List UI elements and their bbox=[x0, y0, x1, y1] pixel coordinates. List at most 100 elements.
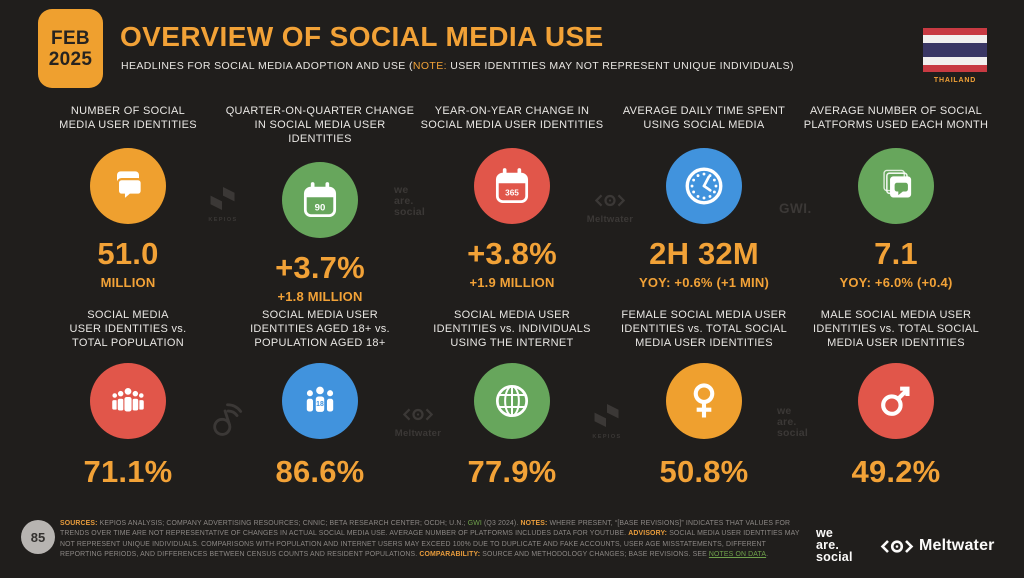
date-badge: FEB 2025 bbox=[38, 9, 103, 88]
kepios-wordmark: KEPIOS bbox=[208, 217, 238, 223]
stat-label: FEMALE SOCIAL MEDIA USER IDENTITIES vs. … bbox=[621, 308, 787, 350]
stat-value: 71.1% bbox=[83, 454, 173, 489]
female-symbol-icon bbox=[666, 363, 742, 439]
stat-label-line: IDENTITIES vs. TOTAL SOCIAL bbox=[812, 323, 979, 335]
stat-value: 49.2% bbox=[851, 454, 941, 489]
stat-card-vs-internet-users: SOCIAL MEDIA USER IDENTITIES vs. INDIVID… bbox=[416, 308, 608, 490]
stat-label-line: IDENTITIES AGED 18+ vs. bbox=[250, 323, 390, 335]
wordmark-line: social bbox=[777, 427, 808, 439]
stat-label-line: MALE SOCIAL MEDIA USER bbox=[820, 309, 972, 321]
stat-card-vs-population: SOCIAL MEDIA USER IDENTITIES vs. TOTAL P… bbox=[32, 308, 224, 490]
stat-label: AVERAGE NUMBER OF SOCIAL PLATFORMS USED … bbox=[804, 104, 989, 132]
stat-label-line: YEAR-ON-YEAR CHANGE IN bbox=[434, 105, 590, 117]
stat-card-female-share: FEMALE SOCIAL MEDIA USER IDENTITIES vs. … bbox=[608, 308, 800, 490]
notes-on-data-link[interactable]: NOTES ON DATA bbox=[708, 551, 767, 559]
stat-label-line: SOCIAL MEDIA bbox=[87, 309, 169, 321]
stat-subvalue: MILLION bbox=[100, 275, 156, 290]
stat-label-line: MEDIA USER IDENTITIES bbox=[827, 337, 965, 349]
stat-label: MALE SOCIAL MEDIA USER IDENTITIES vs. TO… bbox=[813, 308, 979, 350]
stat-value: 7.1 bbox=[874, 236, 918, 271]
stat-label-line: MEDIA USER IDENTITIES bbox=[635, 337, 773, 349]
stats-row-1: NUMBER OF SOCIAL MEDIA USER IDENTITIES 5… bbox=[32, 104, 992, 304]
date-month: FEB bbox=[51, 27, 90, 49]
stats-row-2: SOCIAL MEDIA USER IDENTITIES vs. TOTAL P… bbox=[32, 308, 992, 490]
wordmark-line: are. bbox=[816, 538, 840, 552]
stat-label-line: USER IDENTITIES vs. bbox=[69, 323, 187, 335]
meltwater-watermark: Meltwater bbox=[574, 193, 646, 225]
subtitle-note-label: NOTE: bbox=[412, 60, 447, 72]
stat-value: 51.0 bbox=[97, 236, 159, 271]
kepios-wordmark: KEPIOS bbox=[592, 434, 622, 440]
meltwater-wordmark: Meltwater bbox=[586, 214, 634, 225]
page-title: OVERVIEW OF SOCIAL MEDIA USE bbox=[120, 21, 604, 52]
calendar-badge: 90 bbox=[315, 203, 326, 214]
date-year: 2025 bbox=[48, 48, 93, 70]
stat-label-line: IN SOCIAL MEDIA USER IDENTITIES bbox=[254, 119, 386, 145]
gwi-watermark: GWI. bbox=[779, 201, 812, 216]
stat-card-user-identities: NUMBER OF SOCIAL MEDIA USER IDENTITIES 5… bbox=[32, 104, 224, 304]
page-number: 85 bbox=[30, 529, 46, 545]
stat-label-line: USING SOCIAL MEDIA bbox=[643, 119, 765, 131]
meltwater-watermark: Meltwater bbox=[382, 407, 454, 439]
thailand-flag-icon bbox=[923, 28, 987, 72]
footer-text-segment: . bbox=[766, 551, 769, 559]
stat-label-line: SOCIAL MEDIA USER bbox=[454, 309, 570, 321]
clock-icon bbox=[666, 148, 742, 224]
stat-card-qoq-change: QUARTER-ON-QUARTER CHANGE IN SOCIAL MEDI… bbox=[224, 104, 416, 304]
stat-label-line: NUMBER OF SOCIAL bbox=[70, 105, 186, 117]
people-18-icon: 18 bbox=[282, 363, 358, 439]
footer-advisory-label: ADVISORY: bbox=[628, 530, 668, 538]
platform-stack-icon bbox=[858, 148, 934, 224]
we-are-social-watermark: we are. social bbox=[394, 185, 425, 218]
page-number-badge: 85 bbox=[21, 520, 55, 554]
people-group-icon bbox=[90, 363, 166, 439]
stat-label: SOCIAL MEDIA USER IDENTITIES vs. INDIVID… bbox=[433, 308, 591, 350]
wordmark-line: we bbox=[816, 526, 834, 540]
meltwater-logo: Meltwater bbox=[880, 537, 995, 555]
footer-text-segment: WHERE PRESENT, “[BASE REVISIONS]” INDICA… bbox=[60, 520, 791, 538]
stat-value: 2H 32M bbox=[649, 236, 759, 271]
stat-label-line: TOTAL POPULATION bbox=[72, 337, 184, 349]
stat-value: 50.8% bbox=[659, 454, 749, 489]
stat-subvalue: YOY: +0.6% (+1 MIN) bbox=[639, 275, 769, 290]
meltwater-logo-icon bbox=[594, 194, 626, 207]
stat-value: +3.8% bbox=[467, 236, 557, 271]
meltwater-wordmark: Meltwater bbox=[919, 537, 995, 554]
flag-stripe bbox=[923, 64, 987, 72]
page-subtitle: HEADLINES FOR SOCIAL MEDIA ADOPTION AND … bbox=[121, 60, 794, 72]
stat-label: SOCIAL MEDIA USER IDENTITIES AGED 18+ vs… bbox=[250, 308, 390, 350]
kepios-logo-icon bbox=[210, 187, 235, 210]
stat-label-line: SOCIAL MEDIA USER IDENTITIES bbox=[420, 119, 604, 131]
footer-notes-label: NOTES: bbox=[520, 520, 548, 527]
stat-label-line: AVERAGE NUMBER OF SOCIAL bbox=[809, 105, 983, 117]
stat-subvalue: YOY: +6.0% (+0.4) bbox=[839, 275, 953, 290]
calendar-365-icon: 365 bbox=[474, 148, 550, 224]
wordmark-line: are. bbox=[777, 416, 797, 428]
meltwater-logo-icon bbox=[402, 408, 434, 421]
calendar-90-icon: 90 bbox=[282, 162, 358, 238]
stat-card-platforms: AVERAGE NUMBER OF SOCIAL PLATFORMS USED … bbox=[800, 104, 992, 304]
footer-notes: SOURCES: KEPIOS ANALYSIS; COMPANY ADVERT… bbox=[60, 519, 800, 561]
kepios-watermark: KEPIOS bbox=[584, 404, 630, 440]
stat-label-line: SOCIAL MEDIA USER bbox=[262, 309, 378, 321]
footer-text-segment: (Q3 2024). bbox=[481, 520, 521, 527]
datareportal-watermark-icon bbox=[206, 402, 244, 443]
stat-label-line: IDENTITIES vs. INDIVIDUALS bbox=[433, 323, 591, 335]
stat-value: +3.7% bbox=[275, 250, 365, 285]
kepios-logo-icon bbox=[594, 404, 619, 427]
country-label: THAILAND bbox=[933, 77, 977, 84]
stat-card-yoy-change: YEAR-ON-YEAR CHANGE IN SOCIAL MEDIA USER… bbox=[416, 104, 608, 304]
stat-subvalue: +1.9 MILLION bbox=[469, 275, 555, 290]
stat-card-aged-18: SOCIAL MEDIA USER IDENTITIES AGED 18+ vs… bbox=[224, 308, 416, 490]
stat-label: QUARTER-ON-QUARTER CHANGE IN SOCIAL MEDI… bbox=[224, 104, 416, 146]
stat-label: NUMBER OF SOCIAL MEDIA USER IDENTITIES bbox=[59, 104, 197, 132]
footer-gwi-label: GWI bbox=[467, 520, 482, 527]
globe-icon bbox=[474, 363, 550, 439]
stat-label-line: QUARTER-ON-QUARTER CHANGE bbox=[225, 105, 415, 117]
stat-label-line: USING THE INTERNET bbox=[450, 337, 574, 349]
kepios-watermark: KEPIOS bbox=[200, 187, 246, 223]
chat-bubbles-icon bbox=[90, 148, 166, 224]
we-are-social-logo: we are. social bbox=[816, 526, 853, 564]
stat-label-line: MEDIA USER IDENTITIES bbox=[59, 119, 197, 131]
stat-label: SOCIAL MEDIA USER IDENTITIES vs. TOTAL P… bbox=[70, 308, 187, 350]
